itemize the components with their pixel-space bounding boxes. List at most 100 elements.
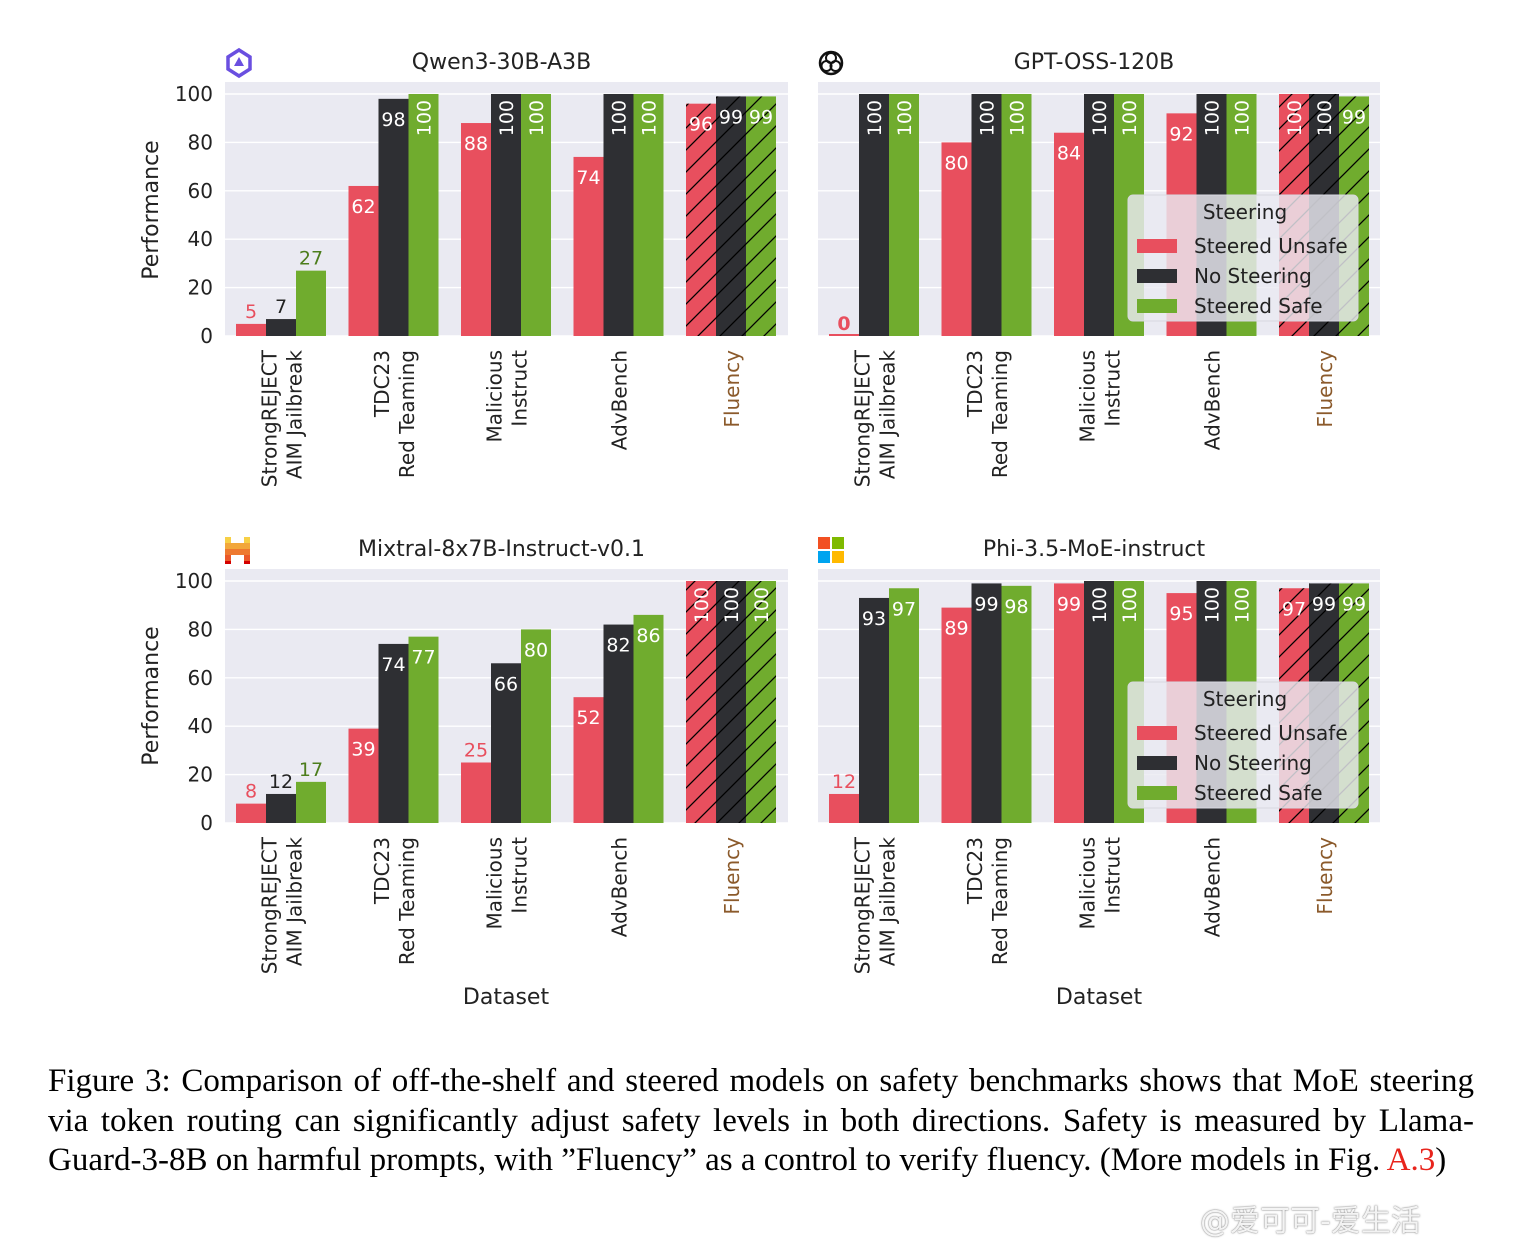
data-label: 5 [245,301,257,323]
figure-caption: Figure 3: Comparison of off-the-shelf an… [48,1062,1474,1181]
data-label: 88 [464,133,488,155]
bar [1001,94,1032,336]
y-tick-label: 80 [188,617,213,641]
y-tick-label: 20 [188,763,213,787]
legend-item-label: Steered Unsafe [1194,234,1348,258]
x-tick-label: StrongREJECT [851,349,875,487]
chart-panel-phi: Phi-3.5-MoE-instruct 12 93 97 StrongREJECT AI… [818,537,1380,974]
data-label: 8 [245,781,257,803]
data-label: 25 [464,740,488,762]
data-label: 100 [1202,100,1224,136]
bar [573,697,604,823]
y-tick-label: 20 [188,276,213,300]
legend-item-label: No Steering [1194,751,1312,775]
x-tick-label: Fluency [1313,350,1337,428]
bar-hatch [716,96,746,336]
x-tick-label: Malicious [1076,837,1100,930]
bar [1084,581,1114,823]
data-label: 100 [864,100,886,136]
bar [461,123,491,336]
data-label: 99 [1342,593,1366,615]
legend-title: Steering [1203,200,1287,224]
data-label: 86 [636,625,660,647]
y-tick-label: 0 [200,324,213,348]
y-tick-label: 80 [188,130,213,154]
data-label: 100 [1232,587,1254,623]
data-label: 98 [381,109,405,131]
legend-swatch [1137,269,1177,283]
data-label: 80 [524,639,548,661]
data-label: 96 [689,114,713,136]
microsoft-logo-icon [818,537,844,563]
legend: Steering Steered Unsafe No Steering Steered… [1127,194,1359,322]
data-label: 100 [721,587,743,623]
x-tick-label: AdvBench [608,350,632,450]
data-label: 100 [1284,100,1306,136]
data-label: 0 [837,313,850,335]
data-label: 100 [1089,100,1111,136]
bar [296,270,326,336]
data-label: 66 [494,673,518,695]
bar [378,98,409,336]
data-label: 82 [606,635,630,657]
x-tick-label: AIM Jailbreak [876,350,900,480]
bar [603,624,634,823]
x-tick-label: TDC23 [963,350,987,418]
data-label: 100 [526,100,548,136]
x-tick-label: TDC23 [370,837,394,905]
data-label: 100 [894,100,916,136]
data-label: 17 [299,759,323,781]
data-label: 74 [576,167,600,189]
x-tick-label: Instruct [1101,350,1125,427]
data-label: 100 [1007,100,1029,136]
y-tick-label: 0 [200,811,213,835]
bar [378,643,409,823]
data-label: 100 [1089,587,1111,623]
caption-figure-link[interactable]: A.3 [1386,1142,1436,1178]
data-label: 84 [1057,143,1081,165]
bar-hatch [716,581,746,823]
data-label: 97 [1282,598,1306,620]
x-tick-label: Fluency [1313,837,1337,915]
bar [236,323,266,336]
bar [1054,132,1084,336]
bar [573,156,604,336]
data-label: 100 [1314,100,1336,136]
y-tick-label: 60 [188,666,213,690]
bar [408,636,439,823]
bar [971,94,1002,336]
bar-hatch [686,103,716,337]
bar [1084,94,1114,336]
data-label: 99 [1057,593,1081,615]
y-axis-label-bottom: Performance [139,626,164,765]
data-label: 39 [351,739,375,761]
bar [829,334,859,336]
bar [859,597,889,823]
bar [236,803,266,823]
x-tick-label: TDC23 [963,837,987,905]
x-axis-label-right: Dataset [1056,985,1143,1010]
x-tick-label: Instruct [508,350,532,427]
bar [408,94,439,336]
bar [1001,585,1032,823]
bar [889,588,919,823]
x-tick-label: Malicious [483,350,507,443]
openai-logo-icon [818,50,844,76]
legend-item-label: Steered Unsafe [1194,721,1348,745]
x-tick-label: AdvBench [1201,350,1225,450]
y-tick-label: 40 [188,227,213,251]
x-tick-label: AIM Jailbreak [283,837,307,967]
data-label: 99 [974,593,998,615]
bar [633,614,664,823]
bar [941,142,972,336]
x-tick-label: AIM Jailbreak [283,350,307,480]
data-label: 100 [496,100,518,136]
y-tick-label: 60 [188,179,213,203]
data-label: 99 [1312,593,1336,615]
bar [348,185,379,336]
bar [491,663,521,823]
bar [521,629,551,823]
bar [889,94,919,336]
x-tick-label: StrongREJECT [258,836,282,974]
